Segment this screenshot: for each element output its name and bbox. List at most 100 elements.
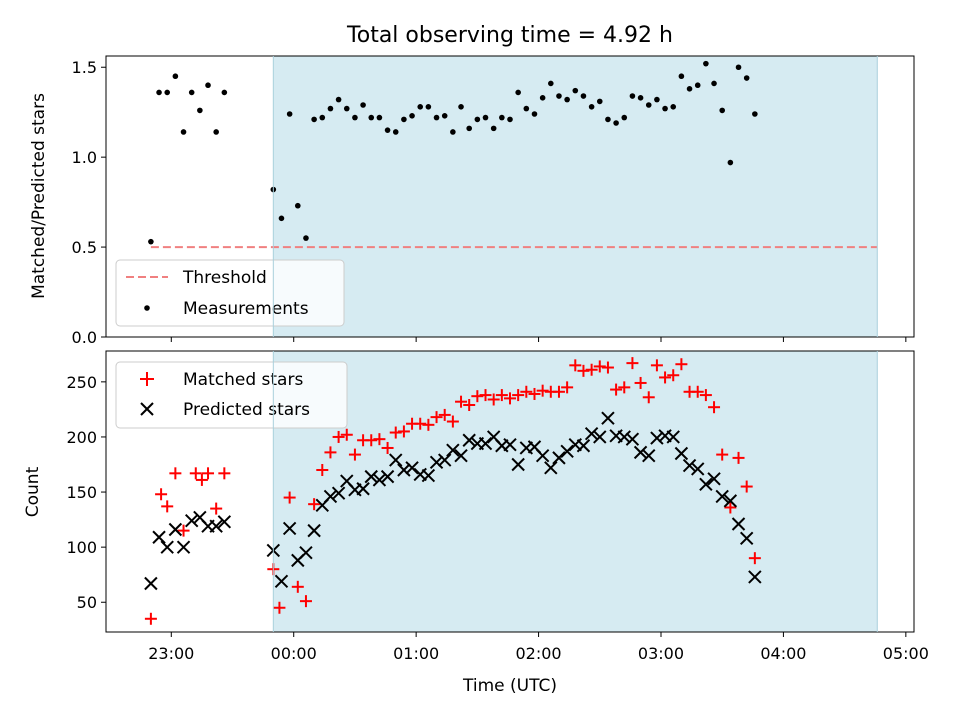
matched-star-point (577, 364, 590, 377)
matched-star-point (642, 391, 655, 404)
matched-star-point (585, 363, 598, 376)
matched-star-point (691, 385, 704, 398)
measurement-point (352, 114, 358, 121)
bottom-panel: 50 100 150 200 250 23:00 00:00 01:00 02:00 03:00… (23, 350, 929, 696)
predicted-star-point (323, 489, 338, 504)
predicted-star-point (168, 522, 183, 537)
bottom-x-ticks: 23:00 00:00 01:00 02:00 03:00 04:00 05:00 (148, 632, 929, 663)
matched-star-point (210, 502, 223, 515)
matched-star-point (552, 385, 565, 398)
matched-star-point (422, 418, 435, 431)
predicted-star-point (307, 523, 321, 538)
matched-star-point (724, 501, 737, 514)
measurement-point (303, 235, 309, 241)
predicted-star-point (560, 444, 574, 458)
measurement-point (662, 105, 668, 112)
measurement-point (752, 111, 758, 117)
predicted-star-point (184, 513, 199, 528)
matched-star-point (699, 389, 712, 402)
measurement-point (580, 93, 587, 99)
measurement-point (286, 111, 293, 117)
measurement-point (654, 96, 660, 103)
measurement-point (213, 129, 219, 135)
measurement-point (205, 82, 211, 89)
measurement-point (621, 114, 628, 121)
predicted-star-point (405, 461, 419, 475)
predicted-star-point (429, 455, 444, 470)
measurement-point (523, 105, 530, 112)
measurement-point (670, 104, 677, 110)
measurement-point (172, 73, 179, 80)
predicted-star-point (699, 477, 713, 492)
measurement-point (368, 114, 375, 121)
matched-star-point (161, 500, 174, 513)
measurement-point (148, 238, 154, 245)
bottom-y-ticks: 50 100 150 200 250 (66, 373, 106, 612)
x-tick-label: 04:00 (760, 644, 806, 663)
predicted-star-point (552, 451, 566, 465)
measurement-point (458, 104, 464, 110)
matched-star-point (273, 601, 286, 614)
measurement-point (188, 89, 195, 96)
legend-matched-swatch (140, 372, 154, 386)
y-tick-label: 250 (66, 373, 97, 392)
predicted-star-point (299, 545, 313, 560)
matched-star-point (189, 467, 202, 480)
x-tick-label: 00:00 (271, 644, 317, 663)
legend-measurements-swatch (144, 305, 150, 311)
matched-star-point (520, 385, 533, 398)
matched-star-point (659, 371, 672, 384)
x-tick-label: 05:00 (883, 644, 929, 663)
predicted-star-point (176, 540, 191, 554)
bottom-y-axis-label: Count (23, 466, 43, 517)
x-axis-label: Time (UTC) (462, 676, 557, 696)
predicted-star-point (152, 530, 166, 544)
predicted-star-point (593, 430, 607, 444)
measurement-point (686, 86, 693, 92)
predicted-star-point (331, 486, 346, 500)
predicted-star-point (364, 469, 378, 484)
measurement-point (719, 107, 726, 114)
predicted-star-point (584, 426, 599, 441)
measurement-point (401, 116, 407, 123)
measurement-point (613, 120, 619, 126)
measurement-point (164, 89, 171, 96)
predicted-star-point (666, 430, 680, 444)
measurement-point (499, 114, 505, 121)
top-highlight-span (273, 56, 878, 337)
y-tick-label: 50 (77, 593, 97, 612)
measurement-point (694, 82, 701, 89)
measurement-point (548, 80, 554, 87)
predicted-star-point (715, 489, 729, 504)
measurement-point (417, 104, 424, 110)
measurement-point (482, 114, 489, 121)
matched-star-point (308, 498, 321, 511)
measurement-point (433, 114, 440, 121)
predicted-star-point (421, 468, 436, 483)
matched-star-point (569, 359, 582, 372)
matched-star-point (610, 383, 623, 396)
matched-star-point (177, 524, 190, 537)
predicted-star-point (731, 517, 746, 531)
predicted-star-point (723, 494, 738, 508)
y-tick-label: 0.5 (72, 238, 97, 257)
legend-predicted-swatch (140, 402, 154, 416)
measurement-point (735, 64, 742, 71)
measurement-point (727, 159, 734, 166)
measurement-point (629, 93, 636, 99)
matched-star-point (708, 401, 721, 414)
bottom-highlight-span (273, 351, 878, 632)
measurement-point (441, 112, 448, 119)
top-legend: Threshold Measurements (115, 259, 345, 327)
bottom-legend-box (115, 361, 348, 429)
matched-star-point (340, 428, 353, 441)
measurement-point (294, 202, 301, 209)
predicted-star-point (633, 445, 648, 460)
measurement-point (221, 89, 228, 96)
matched-star-point (626, 357, 639, 370)
measurement-point (278, 215, 285, 222)
bottom-axes-frame (105, 350, 915, 633)
predicted-star-point (625, 432, 640, 446)
measurement-point (743, 75, 750, 81)
matched-star-point (536, 384, 549, 397)
